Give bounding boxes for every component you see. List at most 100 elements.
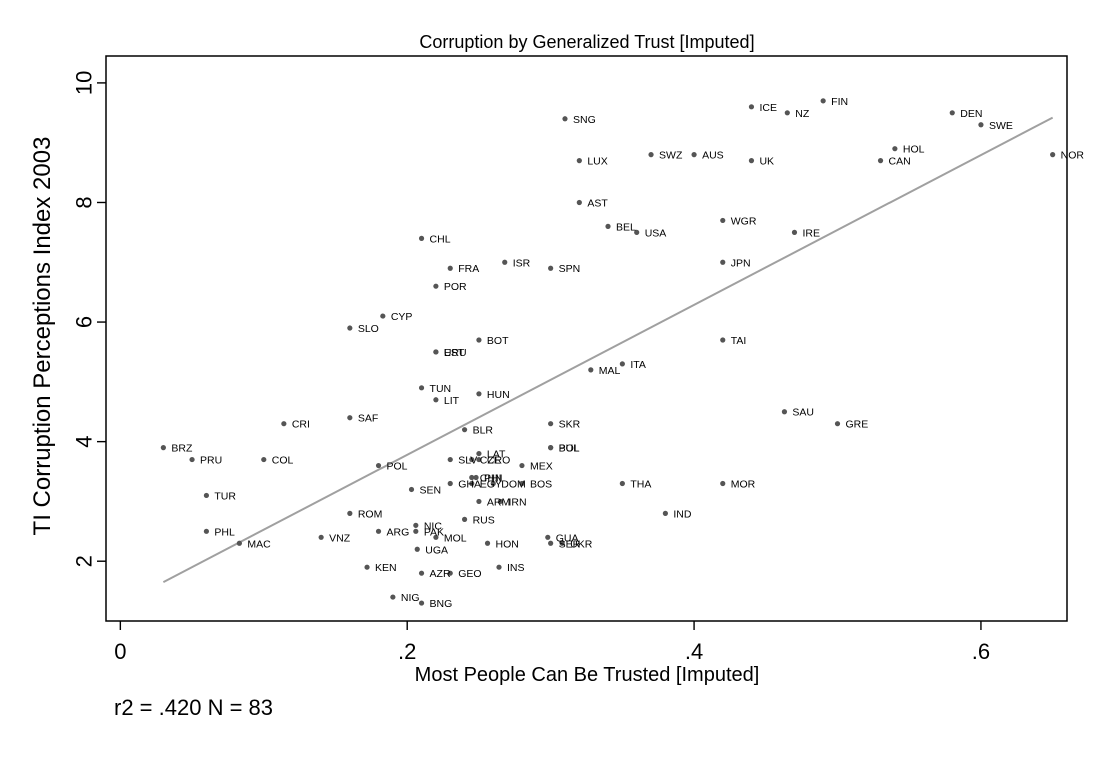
data-point-mol [433,534,439,540]
chart-title: Corruption by Generalized Trust [Imputed… [419,32,754,52]
point-label-egy: EGY [480,478,502,490]
data-point-lux [576,158,582,164]
point-label-lit: LIT [444,395,460,407]
point-label-mex: MEX [530,461,553,473]
point-label-bos: BOS [530,478,552,490]
point-label-pol: POL [387,461,408,473]
data-point-tur [203,492,210,499]
data-point-hol [892,146,898,152]
point-label-dom: DOM [501,478,526,490]
point-label-wgr: WGR [731,215,757,227]
data-point-den [949,110,955,116]
r2-footer: r2 = .420 N = 83 [114,695,273,720]
x-tick-label: 0 [114,639,126,664]
data-point-usa [634,229,640,235]
point-label-est: EST [444,347,465,359]
data-point-tha [619,480,625,487]
data-point-egy [469,480,475,487]
data-point-brz [160,445,166,451]
data-point-swe [978,122,984,128]
data-point-phi [473,474,479,481]
y-tick-label: 8 [72,196,97,208]
point-label-saf: SAF [358,413,378,425]
point-label-slv: SLV [458,455,477,467]
point-label-chl: CHL [430,233,451,245]
point-label-ast: AST [587,197,608,209]
data-point-hun [476,391,482,397]
data-point-gha [447,480,453,487]
x-tick-label: .4 [685,639,703,664]
point-label-tur: TUR [214,490,236,502]
point-label-fin: FIN [831,96,848,108]
point-label-ire: IRE [802,227,820,239]
point-label-por: POR [444,281,467,293]
data-point-ind [662,510,668,516]
data-point-ukr [559,540,565,546]
point-label-uk: UK [759,156,774,168]
data-point-ita [619,361,625,367]
data-point-cze [469,456,475,463]
point-label-spn: SPN [559,263,581,275]
data-point-geo [447,570,453,576]
data-point-pol [375,462,382,469]
data-point-azr [418,570,425,576]
data-point-sng [562,116,568,122]
data-point-lat [476,450,482,457]
point-label-mor: MOR [731,478,756,490]
y-tick-label: 2 [72,555,97,567]
data-point-ice [748,104,755,110]
data-point-sau [781,409,788,415]
y-axis: 2 4 6 8 10 [72,71,106,567]
data-point-aus [691,152,697,158]
data-point-mac [236,540,242,546]
data-point-tun [418,385,425,391]
point-label-sau: SAU [792,407,814,419]
point-label-arm: ARM [487,496,510,508]
y-axis-label: TI Corruption Perceptions Index 2003 [29,137,56,536]
data-point-uga [414,546,420,552]
point-label-phi: PHI [484,473,502,485]
x-axis-label: Most People Can Be Trusted [Imputed] [415,664,760,686]
point-label-cyp: CYP [391,311,413,323]
data-point-fin [820,98,826,104]
point-label-swe: SWE [989,120,1013,132]
point-label-hon: HON [496,538,519,550]
point-label-nor: NOR [1061,150,1085,162]
data-point-nic [413,522,419,528]
data-point-slo [347,325,353,331]
data-point-rom [347,510,353,516]
y-tick-label: 10 [72,71,97,95]
data-point-rus [461,516,468,522]
point-label-mol: MOL [444,532,467,544]
point-label-ice: ICE [759,102,777,114]
data-point-nig [390,594,396,600]
data-point-sen [408,486,415,493]
data-point-bot [476,337,482,343]
points-layer [160,98,1056,606]
data-point-irn [497,498,504,505]
data-point-bel [605,223,611,229]
point-label-uga: UGA [425,544,448,556]
point-label-cze: CZE [480,455,501,467]
data-point-fra [447,265,453,271]
data-point-vnz [318,534,324,540]
data-point-skr [548,421,554,427]
data-point-ken [364,564,370,570]
data-point-blr [461,427,468,433]
point-label-pak: PAK [424,526,444,538]
y-tick-label: 4 [72,436,97,448]
data-point-mal [588,367,594,373]
data-point-arg [375,528,382,534]
data-point-can [877,158,884,164]
data-point-spn [548,265,554,271]
data-point-wgr [720,217,726,224]
point-label-rus: RUS [473,514,495,526]
data-point-dom [490,480,496,487]
point-label-blr: BLR [473,425,494,437]
point-label-irn: IRN [508,496,526,508]
data-point-jpn [720,259,726,265]
point-label-bng: BNG [430,598,453,610]
data-point-pak [413,528,419,534]
